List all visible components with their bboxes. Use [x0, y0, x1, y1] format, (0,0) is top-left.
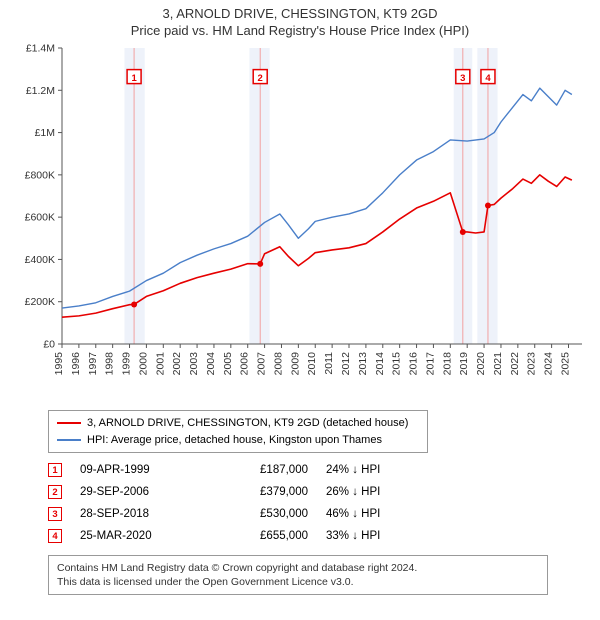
svg-text:2022: 2022	[509, 352, 521, 376]
sale-date: 29-SEP-2006	[80, 486, 200, 498]
svg-text:2012: 2012	[340, 352, 352, 376]
legend-row: HPI: Average price, detached house, King…	[57, 432, 419, 449]
svg-text:2018: 2018	[441, 352, 453, 376]
sale-delta: 33% ↓ HPI	[326, 530, 426, 542]
svg-text:£400K: £400K	[25, 254, 55, 266]
sale-row: 2 29-SEP-2006 £379,000 26% ↓ HPI	[48, 481, 590, 503]
svg-text:2007: 2007	[256, 352, 268, 376]
sale-delta: 46% ↓ HPI	[326, 508, 426, 520]
sale-marker: 3	[48, 507, 62, 521]
svg-text:£600K: £600K	[25, 212, 55, 224]
sale-price: £379,000	[218, 486, 308, 498]
svg-text:2003: 2003	[188, 352, 200, 376]
svg-text:2000: 2000	[137, 352, 149, 376]
title-address: 3, ARNOLD DRIVE, CHESSINGTON, KT9 2GD	[10, 6, 590, 21]
svg-text:£1M: £1M	[35, 127, 55, 139]
svg-text:2016: 2016	[408, 352, 420, 376]
sale-price: £530,000	[218, 508, 308, 520]
sale-delta: 26% ↓ HPI	[326, 486, 426, 498]
svg-text:£200K: £200K	[25, 296, 55, 308]
svg-text:2015: 2015	[391, 352, 403, 376]
footer-attribution: Contains HM Land Registry data © Crown c…	[48, 555, 548, 595]
svg-text:2010: 2010	[306, 352, 318, 376]
legend-row: 3, ARNOLD DRIVE, CHESSINGTON, KT9 2GD (d…	[57, 415, 419, 432]
svg-text:4: 4	[485, 73, 491, 84]
title-subtitle: Price paid vs. HM Land Registry's House …	[10, 23, 590, 38]
sale-marker: 1	[48, 463, 62, 477]
svg-text:2013: 2013	[357, 352, 369, 376]
legend-label: HPI: Average price, detached house, King…	[87, 432, 382, 449]
svg-text:2023: 2023	[526, 352, 538, 376]
sale-marker: 2	[48, 485, 62, 499]
sales-table: 1 09-APR-1999 £187,000 24% ↓ HPI 2 29-SEP-200…	[48, 459, 590, 547]
svg-text:1997: 1997	[87, 352, 99, 376]
footer-line2: This data is licensed under the Open Gov…	[57, 575, 539, 589]
svg-text:2005: 2005	[222, 352, 234, 376]
sale-price: £655,000	[218, 530, 308, 542]
svg-text:2019: 2019	[458, 352, 470, 376]
sale-row: 1 09-APR-1999 £187,000 24% ↓ HPI	[48, 459, 590, 481]
svg-text:2024: 2024	[543, 352, 555, 376]
legend: 3, ARNOLD DRIVE, CHESSINGTON, KT9 2GD (d…	[48, 410, 428, 453]
svg-text:2017: 2017	[424, 352, 436, 376]
legend-label: 3, ARNOLD DRIVE, CHESSINGTON, KT9 2GD (d…	[87, 415, 408, 432]
sale-delta: 24% ↓ HPI	[326, 464, 426, 476]
legend-swatch	[57, 439, 81, 441]
sale-price: £187,000	[218, 464, 308, 476]
svg-text:2: 2	[258, 73, 263, 84]
sale-date: 09-APR-1999	[80, 464, 200, 476]
svg-text:2025: 2025	[559, 352, 571, 376]
svg-text:1999: 1999	[121, 352, 133, 376]
sale-marker: 4	[48, 529, 62, 543]
svg-text:3: 3	[460, 73, 465, 84]
sale-date: 28-SEP-2018	[80, 508, 200, 520]
svg-text:£1.2M: £1.2M	[26, 85, 55, 97]
legend-swatch	[57, 422, 81, 424]
svg-text:2020: 2020	[475, 352, 487, 376]
svg-text:1998: 1998	[104, 352, 116, 376]
title-block: 3, ARNOLD DRIVE, CHESSINGTON, KT9 2GD Pr…	[10, 6, 590, 38]
chart: £0 £200K £400K £600K £800K £1M £1.2M £1.4M 1995 1…	[10, 42, 590, 402]
svg-text:£0: £0	[43, 339, 55, 351]
svg-text:2008: 2008	[272, 352, 284, 376]
svg-text:1996: 1996	[70, 352, 82, 376]
svg-text:2011: 2011	[323, 352, 335, 375]
svg-text:£800K: £800K	[25, 169, 55, 181]
svg-text:2014: 2014	[374, 352, 386, 376]
sale-row: 4 25-MAR-2020 £655,000 33% ↓ HPI	[48, 525, 590, 547]
chart-svg: £0 £200K £400K £600K £800K £1M £1.2M £1.4M 1995 1…	[10, 42, 590, 402]
svg-text:2009: 2009	[289, 352, 301, 376]
svg-text:2021: 2021	[492, 352, 504, 376]
svg-text:2006: 2006	[239, 352, 251, 376]
sale-row: 3 28-SEP-2018 £530,000 46% ↓ HPI	[48, 503, 590, 525]
chart-container: 3, ARNOLD DRIVE, CHESSINGTON, KT9 2GD Pr…	[0, 0, 600, 605]
footer-line1: Contains HM Land Registry data © Crown c…	[57, 561, 539, 575]
svg-text:2001: 2001	[154, 352, 166, 376]
sale-date: 25-MAR-2020	[80, 530, 200, 542]
svg-text:2004: 2004	[205, 352, 217, 376]
svg-text:2002: 2002	[171, 352, 183, 376]
svg-text:1: 1	[131, 73, 137, 84]
svg-text:1995: 1995	[53, 352, 65, 376]
svg-text:£1.4M: £1.4M	[26, 43, 55, 55]
